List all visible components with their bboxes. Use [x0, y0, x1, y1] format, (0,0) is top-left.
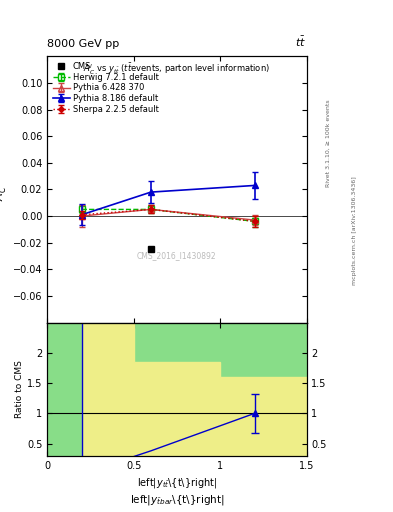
Text: $A_C^l$ vs $y_{t\bar{t}}$ ($t\bar{t}$events, parton level information): $A_C^l$ vs $y_{t\bar{t}}$ ($t\bar{t}$eve…	[83, 61, 270, 77]
Legend: CMS, Herwig 7.2.1 default, Pythia 6.428 370, Pythia 8.186 default, Sherpa 2.2.5 : CMS, Herwig 7.2.1 default, Pythia 6.428 …	[51, 60, 160, 116]
Text: left|$y_{\bar{t}bar}$\{t\}right|: left|$y_{\bar{t}bar}$\{t\}right|	[130, 493, 224, 507]
Text: mcplots.cern.ch [arXiv:1306.3436]: mcplots.cern.ch [arXiv:1306.3436]	[352, 176, 357, 285]
Polygon shape	[82, 323, 307, 456]
Text: 8000 GeV pp: 8000 GeV pp	[47, 38, 119, 49]
Y-axis label: Ratio to CMS: Ratio to CMS	[15, 360, 24, 418]
Text: CMS_2016_I1430892: CMS_2016_I1430892	[137, 251, 217, 261]
Y-axis label: $A_C^{lep}$: $A_C^{lep}$	[0, 178, 10, 201]
Text: $t\bar{t}$: $t\bar{t}$	[296, 34, 307, 49]
X-axis label: left|$y_{t\bar{t}}$\{t\}right|: left|$y_{t\bar{t}}$\{t\}right|	[137, 476, 217, 490]
Text: Rivet 3.1.10, ≥ 100k events: Rivet 3.1.10, ≥ 100k events	[326, 99, 331, 187]
